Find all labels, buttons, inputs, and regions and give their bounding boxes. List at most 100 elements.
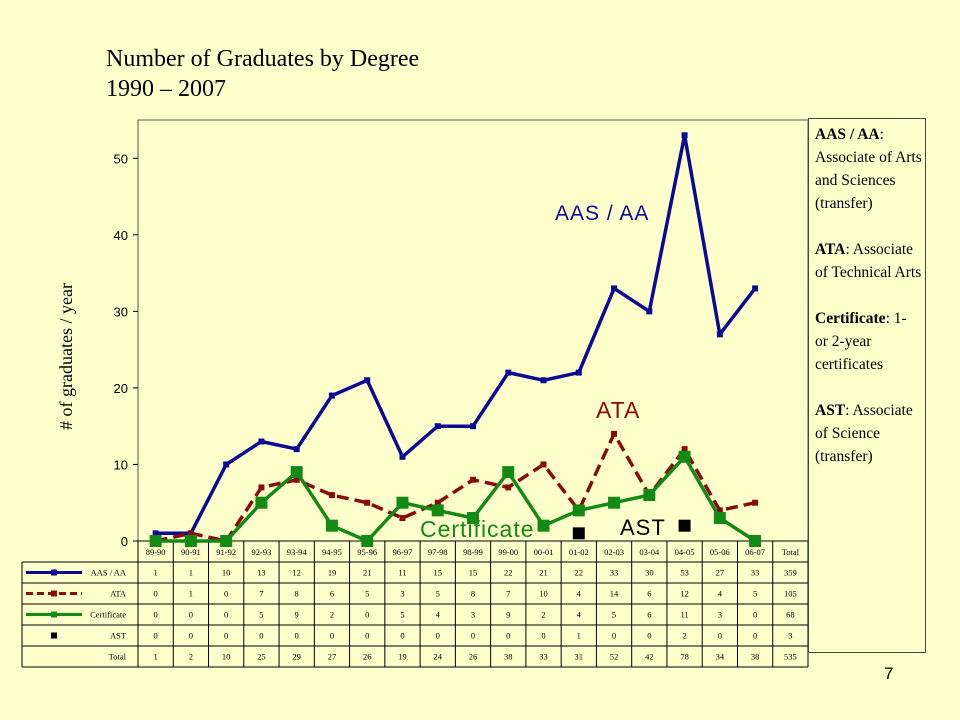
- table-cell: 10: [222, 568, 231, 578]
- table-cell: 0: [330, 631, 334, 641]
- data-point: [540, 461, 547, 468]
- legend-desc: Associate of Science (transfer): [815, 402, 913, 465]
- table-cell: 0: [400, 631, 404, 641]
- legend-note-certificate: Certificate: 1- or 2-year certificates: [815, 310, 907, 373]
- data-point: [505, 484, 512, 491]
- data-point: [325, 519, 338, 532]
- table-cell: 52: [610, 652, 619, 662]
- data-point: [611, 430, 618, 437]
- y-tick-label: 10: [114, 457, 128, 472]
- legend-key-marker: [51, 611, 57, 618]
- table-cell: 1: [154, 652, 158, 662]
- y-tick-label: 40: [114, 228, 128, 243]
- data-point: [752, 285, 759, 292]
- table-row-label: Total: [109, 652, 127, 662]
- data-point: [716, 331, 723, 338]
- table-cell: 27: [328, 652, 337, 662]
- table-cell: 31: [575, 652, 584, 662]
- table-cell: 1: [577, 631, 581, 641]
- data-point: [537, 519, 550, 532]
- x-tick-label: 04-05: [675, 547, 695, 557]
- table-cell: 0: [506, 631, 510, 641]
- ast-point: [572, 527, 585, 540]
- ast-point: [678, 519, 691, 532]
- data-point: [681, 446, 688, 453]
- table-cell: 15: [469, 568, 478, 578]
- table-cell: 0: [154, 631, 158, 641]
- table-cell: 26: [363, 652, 372, 662]
- table-cell: 0: [753, 610, 757, 620]
- data-point: [187, 530, 194, 537]
- x-tick-label: 90-91: [181, 547, 201, 557]
- table-cell: 26: [469, 652, 478, 662]
- data-point: [328, 392, 335, 399]
- data-point: [470, 476, 476, 483]
- table-cell: 25: [257, 652, 266, 662]
- table-cell: 13: [257, 568, 266, 578]
- legend-desc: Associate of Technical Arts: [815, 241, 922, 281]
- table-cell: 34: [716, 652, 725, 662]
- table-cell: 4: [436, 610, 441, 620]
- table-cell: 15: [433, 568, 442, 578]
- table-cell: 11: [398, 568, 406, 578]
- legend-note-ata: ATA: Associate of Technical Arts: [815, 241, 922, 281]
- legend-key-marker: [51, 590, 57, 597]
- table-cell: 1: [189, 589, 193, 599]
- y-axis-label: # of graduates / year: [56, 283, 76, 430]
- data-point: [364, 499, 371, 506]
- data-point: [152, 530, 159, 537]
- table-cell: 6: [647, 589, 651, 599]
- data-point: [258, 438, 265, 445]
- series-label: AST: [620, 515, 666, 540]
- title-line-2: 1990 – 2007: [106, 76, 226, 102]
- data-point: [608, 496, 621, 509]
- table-cell: 10: [222, 652, 231, 662]
- table-cell: 4: [718, 589, 723, 599]
- data-point: [611, 285, 618, 292]
- data-point: [434, 499, 441, 506]
- table-cell: 10: [539, 589, 548, 599]
- data-point: [470, 423, 476, 430]
- table-cell: 3: [400, 589, 404, 599]
- table-cell: 0: [718, 631, 722, 641]
- table-cell: 29: [292, 652, 301, 662]
- page-number: 7: [884, 664, 894, 683]
- table-cell: 30: [645, 568, 654, 578]
- data-point: [643, 489, 656, 502]
- table-cell: 2: [541, 610, 545, 620]
- legend-term: Certificate: [815, 310, 886, 327]
- table-cell: 78: [680, 652, 689, 662]
- y-tick-label: 50: [114, 151, 128, 166]
- x-tick-label: 93-94: [287, 547, 308, 557]
- table-cell: 11: [680, 610, 688, 620]
- table-cell: 5: [259, 610, 263, 620]
- legend-note-ast: AST: Associate of Science (transfer): [815, 402, 913, 465]
- table-cell: 0: [365, 631, 369, 641]
- table-cell: 0: [224, 610, 228, 620]
- table-cell: 0: [154, 610, 158, 620]
- table-cell: 0: [189, 631, 193, 641]
- data-point: [364, 377, 371, 384]
- table-cell: 6: [647, 610, 651, 620]
- table-cell: 33: [751, 568, 760, 578]
- legend-desc: Associate of Arts and Sciences (transfer…: [815, 149, 922, 212]
- series-label: ATA: [596, 397, 640, 423]
- table-cell: 7: [259, 589, 263, 599]
- x-tick-label: 98-99: [463, 547, 483, 557]
- series-line-2: [155, 455, 757, 543]
- table-cell: 0: [436, 631, 440, 641]
- table-row-label: AAS / AA: [91, 568, 127, 578]
- data-point: [399, 453, 406, 460]
- table-cell: 5: [400, 610, 404, 620]
- legend-term: AST: [815, 402, 846, 419]
- table-cell: 2: [682, 631, 686, 641]
- table-cell: 19: [398, 652, 407, 662]
- x-tick-label: 01-02: [569, 547, 589, 557]
- table-cell: 22: [575, 568, 584, 578]
- table-cell: 38: [751, 652, 760, 662]
- table-cell: 12: [292, 568, 301, 578]
- table-cell-total: 105: [784, 589, 797, 599]
- table-cell: 5: [612, 610, 616, 620]
- data-point: [293, 476, 300, 483]
- data-point: [290, 466, 303, 479]
